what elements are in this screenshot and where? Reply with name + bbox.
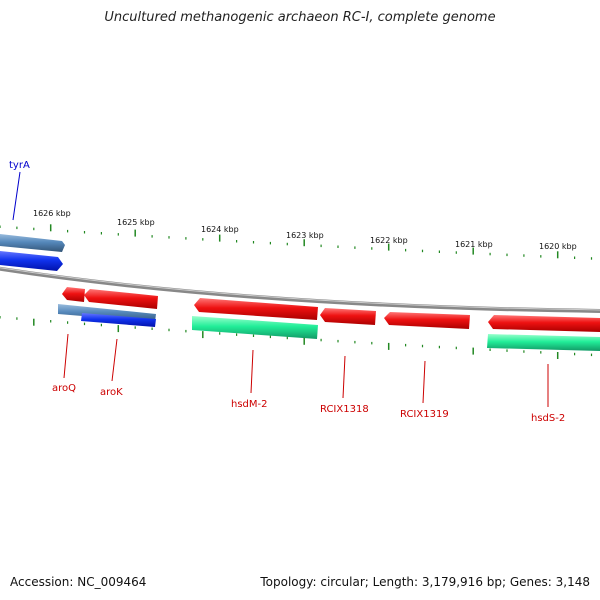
ruler-label-1622: 1622 kbp	[370, 236, 408, 245]
gene-tyrA-blue[interactable]	[0, 251, 63, 271]
ruler-label-1623: 1623 kbp	[286, 231, 324, 240]
gene-hsdS-2-red[interactable]	[488, 315, 600, 332]
footer-topology: Topology: circular; Length: 3,179,916 bp…	[260, 575, 590, 589]
leader-hsdM-2	[250, 349, 254, 394]
leader-aroQ	[63, 333, 69, 379]
gene-hsdM-2[interactable]	[194, 298, 318, 320]
gene-RCIX1319[interactable]	[384, 312, 470, 329]
gene-label-tyrA[interactable]: tyrA	[9, 160, 30, 171]
outer-ruler: 1626 kbp 1625 kbp 1624 kbp 1623 kbp 1622…	[0, 209, 593, 260]
gene-label-aroQ[interactable]: aroQ	[52, 383, 76, 394]
gene-hsdM-2-green[interactable]	[192, 316, 318, 339]
leader-RCIX1318	[342, 355, 346, 399]
ruler-label-1624: 1624 kbp	[201, 225, 239, 234]
gene-hsdS-2-green[interactable]	[487, 334, 600, 351]
leader-tyrA	[12, 171, 21, 221]
gene-label-hsdS-2[interactable]: hsdS-2	[531, 413, 565, 424]
leader-RCIX1319	[422, 360, 426, 404]
gene-RCIX1318[interactable]	[320, 308, 376, 325]
gene-label-RCIX1318[interactable]: RCIX1318	[320, 404, 369, 415]
leader-aroK	[111, 338, 118, 382]
inner-ruler-ticks	[0, 316, 593, 359]
gene-label-hsdM-2[interactable]: hsdM-2	[231, 399, 268, 410]
map-title: Uncultured methanogenic archaeon RC-I, c…	[104, 10, 496, 25]
gene-tyrA-steel[interactable]	[0, 234, 65, 252]
ruler-label-1621: 1621 kbp	[455, 240, 493, 249]
ruler-label-1620: 1620 kbp	[539, 242, 577, 251]
gene-aroQ[interactable]	[62, 287, 85, 302]
outer-ruler-ticks	[0, 224, 593, 260]
ruler-label-1625: 1625 kbp	[117, 218, 155, 227]
gene-aroK[interactable]	[84, 289, 158, 309]
genome-backbone	[0, 266, 600, 313]
gene-label-aroK[interactable]: aroK	[100, 387, 123, 398]
gene-label-RCIX1319[interactable]: RCIX1319	[400, 409, 449, 420]
footer-accession: Accession: NC_009464	[10, 575, 147, 589]
gene-aroK-blue[interactable]	[81, 313, 156, 327]
ruler-label-1626: 1626 kbp	[33, 209, 71, 218]
